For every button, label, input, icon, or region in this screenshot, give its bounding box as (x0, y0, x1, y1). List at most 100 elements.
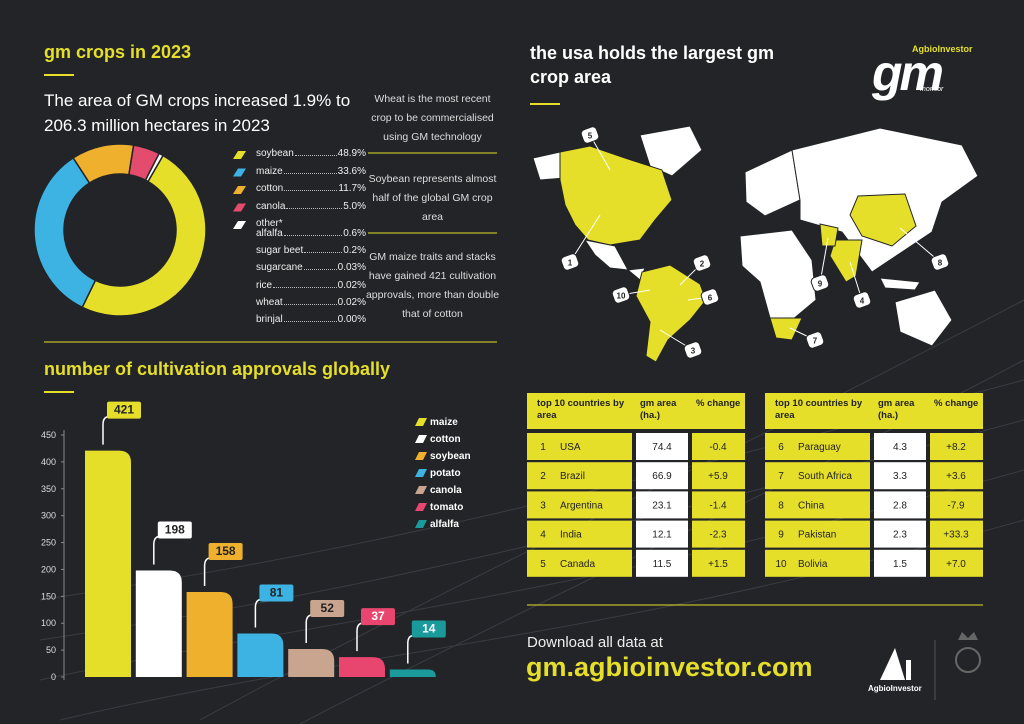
rank: 6 (778, 442, 784, 453)
rank: 1 (540, 442, 546, 453)
bar (186, 592, 233, 677)
rank: 5 (540, 559, 546, 570)
cell-bg (874, 549, 926, 577)
country: Bolivia (798, 559, 828, 570)
flag-pole (153, 535, 160, 565)
country: India (560, 530, 582, 541)
marker-badge (611, 286, 631, 304)
legend-label: maize (256, 165, 283, 177)
legend-entry: rice 0.02% (256, 280, 366, 291)
legend-value: 0.00% (337, 314, 366, 325)
legend-swatch (233, 203, 246, 212)
legend-swatch (233, 168, 246, 177)
marker-badge (580, 126, 600, 144)
logo-mark: gm (872, 45, 944, 101)
download-url: gm.agbioinvestor.com (526, 652, 813, 682)
cell-bg (930, 520, 983, 548)
legend-entry: canola 5.0% (256, 201, 366, 212)
legend-value: 0.2% (343, 245, 366, 257)
table-header-bg (527, 393, 745, 429)
legend-swatch (415, 452, 427, 460)
legend-label: maize (430, 417, 458, 428)
cell-bg (692, 433, 745, 460)
logo-sub: monitor (920, 86, 944, 93)
value-label: 198 (165, 523, 185, 537)
footer-brand: AgbioInvestor (868, 684, 922, 693)
marker-badge (700, 288, 720, 306)
marker-label: 6 (708, 294, 713, 303)
cell-bg (527, 520, 632, 548)
legend-entry: other* (256, 218, 366, 229)
y-tick-label: 150 (41, 591, 56, 601)
rank: 9 (778, 530, 784, 541)
rank: 7 (778, 471, 784, 482)
marker-label: 2 (700, 260, 705, 269)
table-header-bg (765, 393, 983, 429)
y-tick-label: 50 (46, 645, 56, 655)
legend-label: canola (430, 485, 462, 496)
cell-bg (527, 491, 632, 519)
legend-swatch (415, 520, 427, 528)
gm-area: 74.4 (652, 442, 672, 453)
legend-label: other* (256, 218, 283, 229)
cell-bg (874, 462, 926, 490)
flag (411, 620, 446, 638)
legend-swatch (233, 151, 246, 159)
rank: 8 (778, 500, 784, 511)
legend-label: canola (256, 200, 286, 212)
y-tick-label: 100 (41, 618, 56, 628)
value-label: 421 (114, 403, 134, 417)
cell-bg (765, 549, 870, 577)
flag-pole (102, 415, 110, 445)
table-header: top 10 countries by area (775, 398, 863, 421)
flag (259, 584, 294, 602)
bar (237, 633, 284, 677)
pct-change: +8.2 (946, 442, 966, 453)
legend-label: tomato (430, 502, 463, 513)
legend-swatch (415, 435, 427, 443)
marker-label: 4 (860, 297, 865, 306)
legend-value: 11.7% (338, 183, 366, 194)
pct-change: +5.9 (708, 471, 728, 482)
table-header: % change (696, 398, 741, 409)
marker-label: 8 (938, 259, 943, 268)
marker-leader (899, 227, 941, 263)
pct-change: +33.3 (943, 530, 969, 541)
legend-entry: cotton 11.7% (256, 183, 366, 194)
legend-label: cotton (256, 183, 284, 194)
cell-bg (527, 462, 632, 490)
legend-label: alfalfa (256, 228, 283, 239)
legend-label: wheat (256, 296, 283, 308)
value-label: 158 (216, 544, 236, 558)
cell-bg (636, 491, 688, 519)
donut-slice (81, 154, 207, 317)
bar (389, 669, 436, 677)
legend-entry: alfalfa 0.6% (256, 228, 366, 239)
marker-badge (560, 253, 580, 271)
cell-bg (765, 462, 870, 490)
country: South Africa (798, 471, 852, 482)
value-label: 14 (422, 621, 436, 635)
marker-badge (683, 341, 703, 359)
cell-bg (874, 491, 926, 519)
flag (361, 608, 395, 626)
cell-bg (765, 520, 870, 548)
cell-bg (636, 462, 688, 490)
marker-label: 7 (813, 337, 818, 346)
legend-value: 33.6% (337, 165, 366, 177)
value-label: 81 (270, 585, 284, 599)
cell-bg (636, 549, 688, 577)
y-tick-label: 250 (41, 538, 56, 548)
legend-label: brinjal (256, 314, 283, 325)
cell-bg (636, 520, 688, 548)
legend-value: 5.0% (343, 200, 366, 212)
marker-label: 3 (691, 347, 696, 356)
cell-bg (527, 433, 632, 460)
cell-bg (765, 491, 870, 519)
rank: 3 (540, 500, 546, 511)
cell-bg (930, 491, 983, 519)
legend-swatch (415, 486, 427, 494)
y-tick-label: 350 (41, 484, 56, 494)
country: USA (560, 442, 581, 453)
gm-area: 66.9 (652, 471, 672, 482)
